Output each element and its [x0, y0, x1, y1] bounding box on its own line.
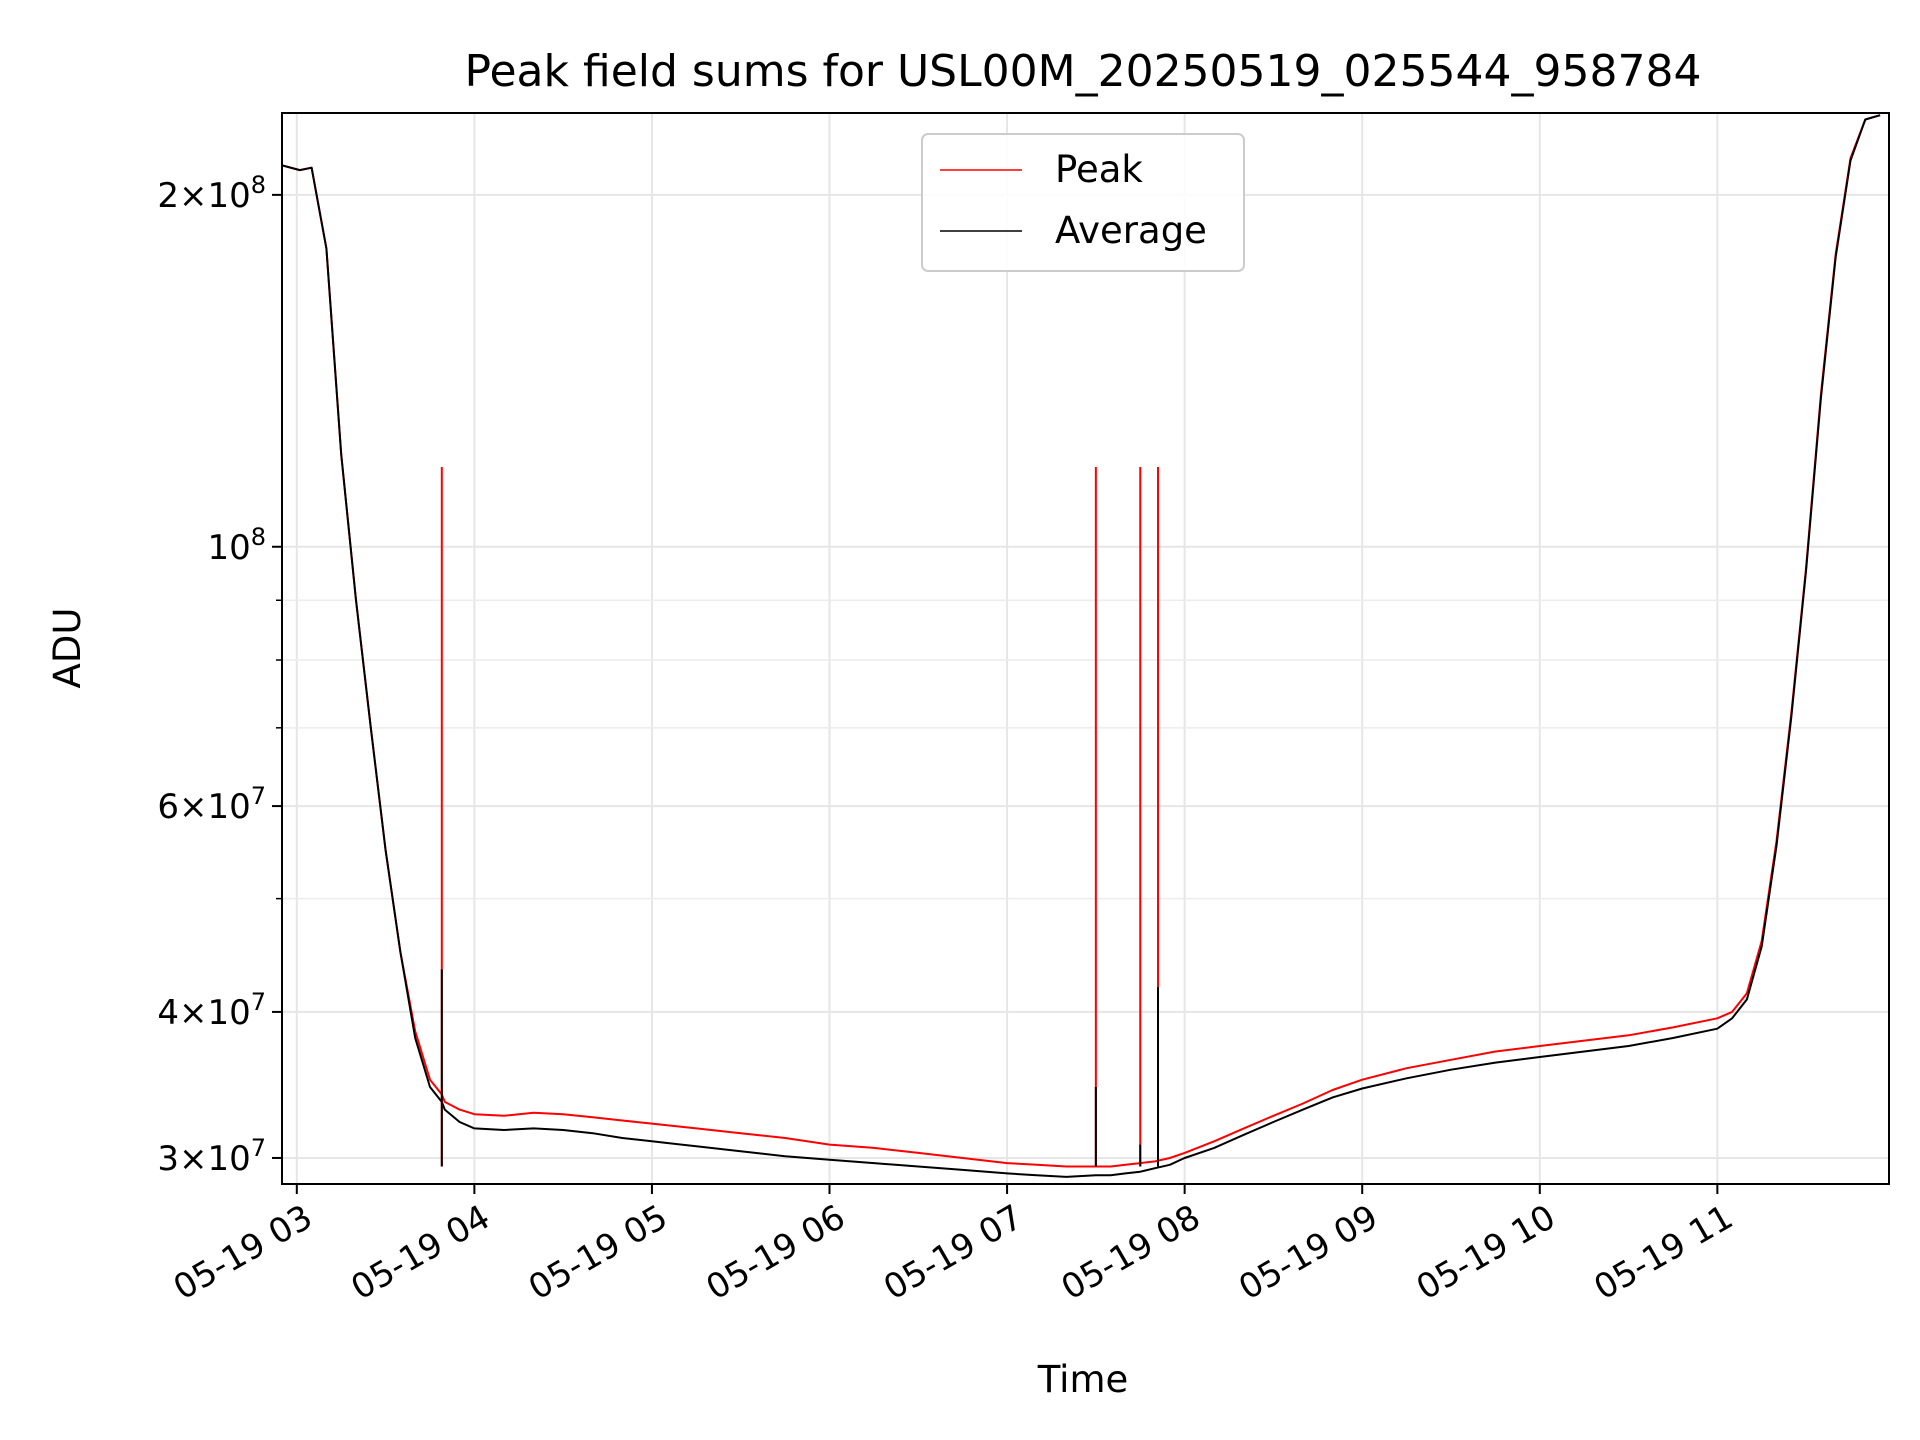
x-tick-label: 05-19 11 — [1587, 1197, 1739, 1308]
x-tick-label: 05-19 10 — [1410, 1197, 1562, 1308]
x-tick-label: 05-19 07 — [877, 1197, 1029, 1308]
series-layer — [282, 114, 1881, 1178]
legend: Peak Average — [921, 133, 1245, 272]
x-axis: 05-19 03 05-19 04 05-19 05 05-19 06 05-19 07… — [167, 1184, 1740, 1308]
x-tick-label: 05-19 04 — [344, 1197, 496, 1308]
x-tick-label: 05-19 06 — [700, 1197, 852, 1308]
y-tick-label: 6×107 — [157, 782, 266, 827]
x-tick-label: 05-19 03 — [167, 1197, 319, 1308]
legend-label-peak: Peak — [1055, 148, 1143, 191]
series-line-peak — [282, 114, 1881, 1168]
y-tick-label: 4×107 — [157, 988, 266, 1033]
chart-title: Peak field sums for USL00M_20250519_0255… — [465, 46, 1702, 97]
x-tick-label: 05-19 08 — [1055, 1197, 1207, 1308]
y-tick-label: 108 — [207, 523, 266, 568]
legend-label-average: Average — [1055, 209, 1207, 252]
y-tick-label: 2×108 — [157, 171, 266, 216]
plot-frame — [281, 112, 1890, 1185]
y-axis: 3×107 4×107 6×107 108 2×108 — [157, 171, 282, 1179]
legend-box — [921, 133, 1245, 272]
x-axis-label: Time — [1037, 1358, 1129, 1401]
series-line-average — [282, 114, 1881, 1178]
grid — [282, 113, 1889, 1184]
y-axis-label: ADU — [46, 608, 89, 689]
x-tick-label: 05-19 09 — [1232, 1197, 1384, 1308]
x-tick-label: 05-19 05 — [522, 1197, 674, 1308]
y-tick-label: 3×107 — [157, 1134, 266, 1179]
